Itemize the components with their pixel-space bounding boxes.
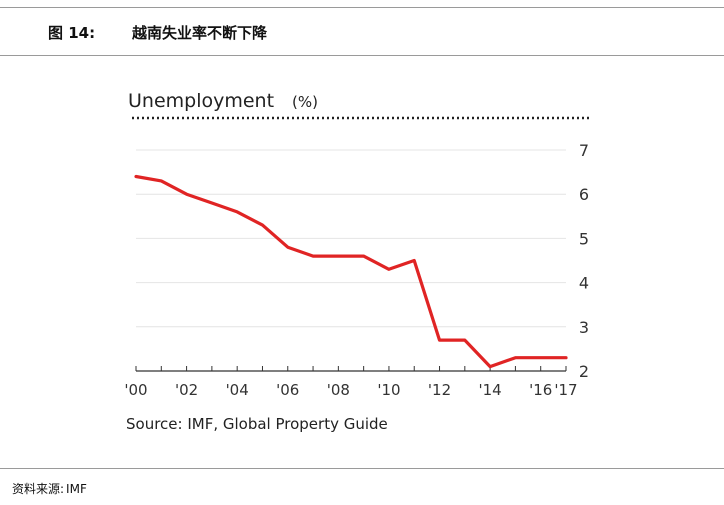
x-tick-label-2006: '06 bbox=[276, 381, 299, 399]
x-tick-label-2016: '16 bbox=[529, 381, 552, 399]
footer-source-value: IMF bbox=[66, 482, 87, 496]
footer-source: 资料来源: IMF bbox=[12, 480, 89, 497]
chart-title-unit: (%) bbox=[292, 93, 318, 111]
y-tick-label-7: 7 bbox=[579, 141, 589, 160]
y-tick-label-3: 3 bbox=[579, 318, 589, 337]
x-tick-label-2004: '04 bbox=[226, 381, 249, 399]
unemployment-chart: Unemployment (%) '00 '02 '04 '06 '08 '10 '12 '1… bbox=[124, 90, 592, 433]
x-tick-label-2008: '08 bbox=[327, 381, 350, 399]
chart-source-note: Source: IMF, Global Property Guide bbox=[126, 415, 388, 433]
footer-divider bbox=[0, 468, 724, 469]
y-tick-label-2: 2 bbox=[579, 362, 589, 381]
figure-title: 越南失业率不断下降 bbox=[132, 24, 268, 42]
figure-label: 图 14: bbox=[48, 24, 96, 42]
x-tick-label-2002: '02 bbox=[175, 381, 198, 399]
x-tick-label-2014: '14 bbox=[479, 381, 502, 399]
x-tick-label-2017: '17 bbox=[554, 381, 577, 399]
x-tick-label-2012: '12 bbox=[428, 381, 451, 399]
chart-container: Unemployment (%) '00 '02 '04 '06 '08 '10 '12 '1… bbox=[0, 56, 724, 468]
y-tick-label-4: 4 bbox=[579, 274, 589, 293]
series-line-0 bbox=[134, 174, 568, 369]
footer-source-label: 资料来源: bbox=[12, 482, 65, 496]
y-tick-label-6: 6 bbox=[579, 185, 589, 204]
y-tick-label-5: 5 bbox=[579, 229, 589, 248]
figure-header: 图 14: 越南失业率不断下降 bbox=[0, 7, 724, 56]
x-tick-label-2000: '00 bbox=[124, 381, 147, 399]
x-tick-label-2010: '10 bbox=[377, 381, 400, 399]
chart-title: Unemployment bbox=[128, 90, 274, 112]
